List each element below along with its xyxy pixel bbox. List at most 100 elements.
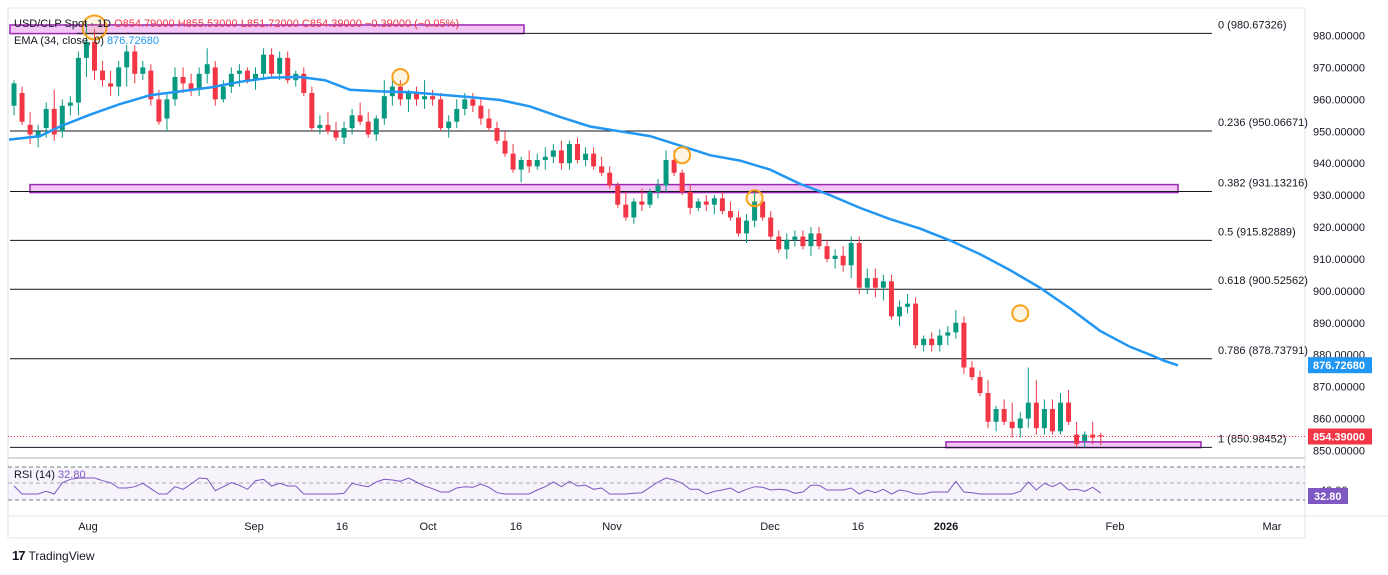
candle-body <box>156 99 162 122</box>
candle-body <box>792 236 798 240</box>
candle-body <box>220 86 226 100</box>
price-tick-label: 930.00000 <box>1313 190 1365 202</box>
candle-body <box>615 185 621 205</box>
candle-body <box>607 172 613 186</box>
time-tick-label: Oct <box>419 521 436 533</box>
change-value: −0.39000 (−0.05%) <box>364 18 460 30</box>
candle-body <box>542 156 548 160</box>
candle-body <box>132 51 138 74</box>
candle-body <box>800 236 806 247</box>
highlight-circle <box>391 68 410 86</box>
fib-label-1: 1 (850.98452) <box>1218 433 1287 445</box>
candle-body <box>381 96 387 119</box>
candle-body <box>405 92 411 100</box>
candle-body <box>808 233 814 247</box>
time-axis[interactable]: Aug Sep 16 Oct 16 Nov Dec 16 2026 Feb Mar <box>78 521 1282 533</box>
last-price-badge <box>1308 428 1372 445</box>
candle-body <box>518 160 524 170</box>
candle-body <box>164 99 170 119</box>
candle-body <box>985 393 991 422</box>
low-value: L851.72000 <box>240 18 299 30</box>
candle-body <box>486 118 492 129</box>
candle-body <box>1041 409 1047 429</box>
fib-label-0.618: 0.618 (900.52562) <box>1218 275 1308 287</box>
candle-body <box>1098 435 1104 437</box>
candle-body <box>695 201 701 208</box>
highlight-circle <box>1011 304 1030 323</box>
candle-body <box>913 303 919 346</box>
candle-body <box>679 172 685 192</box>
rsi-legend-value: 32.80 <box>58 469 86 481</box>
candle-body <box>430 96 436 100</box>
candle-body <box>1009 421 1015 429</box>
ema-legend-label: EMA (34, close, 0) <box>14 35 104 47</box>
symbol-name[interactable]: USD/CLP Spot · 1D <box>14 18 112 30</box>
candle-body <box>1090 434 1096 438</box>
candle-body <box>832 255 838 259</box>
fib-label-0.236: 0.236 (950.06671) <box>1218 117 1308 129</box>
candle-body <box>736 217 741 234</box>
candle-body <box>727 211 733 218</box>
candle-body <box>1066 402 1072 422</box>
candle-body <box>583 153 589 160</box>
ema-legend[interactable]: EMA (34, close, 0) 876.72680 <box>14 35 159 47</box>
candle-body <box>671 160 677 173</box>
price-tick-label: 910.00000 <box>1313 254 1365 266</box>
candle-body <box>897 306 902 317</box>
candle-body <box>937 335 943 346</box>
candle-body <box>1074 434 1080 445</box>
candle-body <box>1049 409 1055 432</box>
candle-body <box>92 41 97 71</box>
candle-body <box>301 73 307 93</box>
candle-body <box>75 57 81 103</box>
candle-body <box>1017 418 1023 429</box>
highlight-circle <box>81 14 108 41</box>
candle-body <box>816 233 822 247</box>
price-tick-label: 920.00000 <box>1313 222 1365 234</box>
candle-body <box>1001 409 1007 422</box>
rsi-line <box>13 477 1102 495</box>
candle-body <box>623 204 629 218</box>
candle-body <box>349 115 355 129</box>
candle-body <box>566 144 572 164</box>
candle-body <box>776 236 782 250</box>
candle-body <box>631 201 637 218</box>
candle-body <box>558 150 564 164</box>
candle-body <box>228 73 234 87</box>
candle-body <box>880 281 886 288</box>
zone-bottom <box>945 441 1202 449</box>
highlight-circle <box>745 189 764 208</box>
candle-body <box>647 191 653 205</box>
candle-body <box>341 128 347 138</box>
candle-body <box>204 64 210 74</box>
candle-body <box>325 124 331 132</box>
candle-body <box>502 140 508 154</box>
rsi-legend[interactable]: RSI (14) 32.80 <box>14 469 86 481</box>
tradingview-footer: 17 TradingView <box>12 548 95 563</box>
price-axis[interactable]: 980.00000 970.00000 960.00000 950.00000 940.… <box>1308 31 1372 458</box>
ema-legend-value: 876.72680 <box>106 35 159 47</box>
rsi-legend-label: RSI (14) <box>14 469 55 481</box>
candle-body <box>19 92 25 122</box>
price-tick-label: 870.00000 <box>1313 382 1365 394</box>
price-tick-label: 940.00000 <box>1313 158 1365 170</box>
candle-body <box>711 198 717 205</box>
price-tick-label: 850.00000 <box>1313 446 1365 458</box>
candle-body <box>1033 402 1039 429</box>
candle-body <box>921 338 927 346</box>
candle-body <box>478 105 484 119</box>
candle-body <box>236 70 242 74</box>
candle-body <box>59 105 65 132</box>
candle-body <box>365 121 371 135</box>
rsi-value-label: 32.80 <box>1314 491 1342 503</box>
candle-body <box>140 67 146 74</box>
candle-body <box>43 108 49 129</box>
candle-body <box>663 160 669 186</box>
candle-body <box>534 160 540 167</box>
candle-body <box>317 124 323 129</box>
candle-body <box>575 144 580 160</box>
candles <box>11 22 1104 448</box>
time-tick-label: 16 <box>852 521 864 533</box>
open-value: O854.79000 <box>114 18 175 30</box>
